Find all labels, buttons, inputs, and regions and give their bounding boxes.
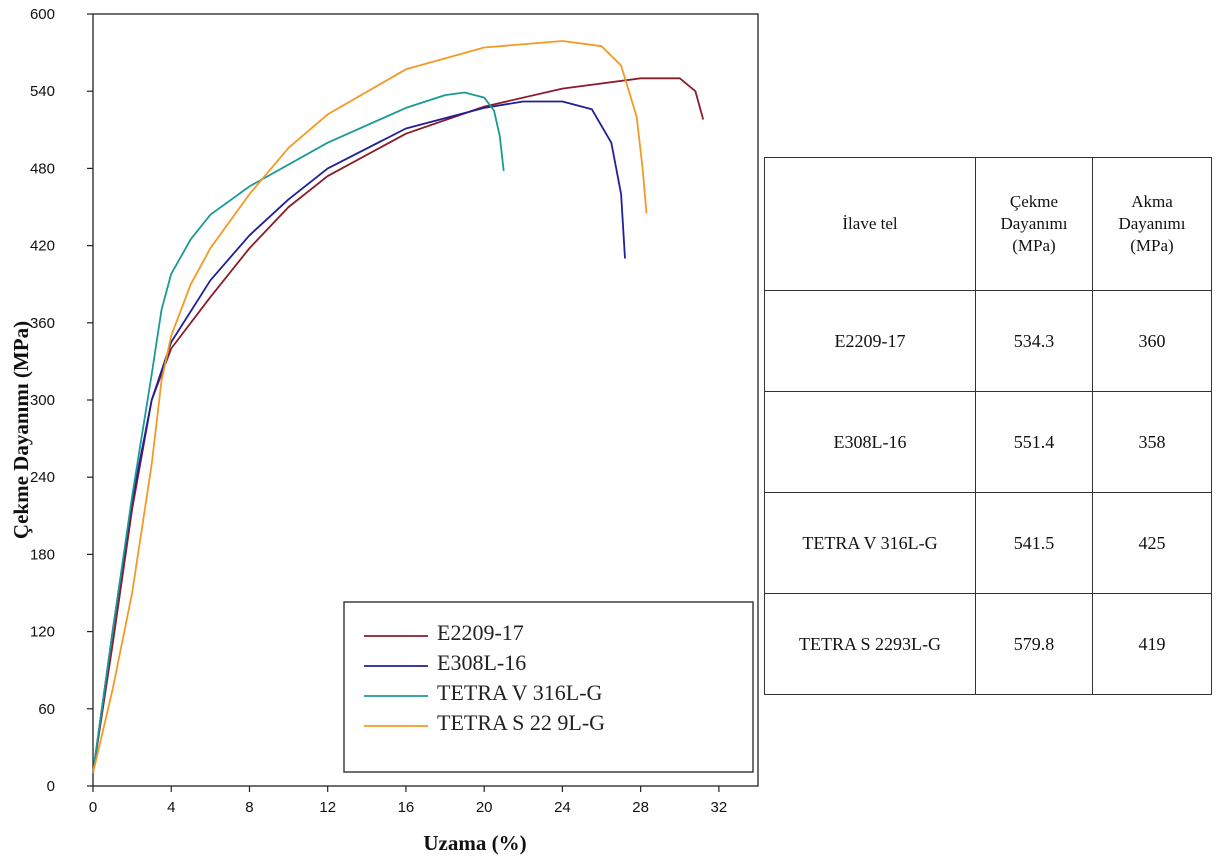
y-tick-label: 180 <box>30 546 55 563</box>
series-line-2 <box>92 100 626 774</box>
cell-tensile-strength: 551.4 <box>975 391 1093 493</box>
y-tick-label: 120 <box>30 624 55 641</box>
series-line-3 <box>92 91 505 774</box>
x-tick-label: 8 <box>245 799 253 816</box>
table-row: TETRA S 2293L-G 579.8 419 <box>764 593 1212 695</box>
cell-filler-wire: E2209-17 <box>764 290 976 392</box>
header-tensile-strength: Çekme Dayanımı (MPa) <box>975 157 1093 291</box>
cell-yield-strength: 358 <box>1092 391 1212 493</box>
results-table: İlave tel Çekme Dayanımı (MPa) Akma Dayanım… <box>764 157 1212 695</box>
x-tick-label: 32 <box>711 799 728 816</box>
y-tick-label: 540 <box>30 83 55 100</box>
x-tick-label: 12 <box>319 799 336 816</box>
tensile-chart: 0 4 8 12 16 20 24 28 32 0 60 120 180 240 300 360 420 480 5… <box>9 6 759 855</box>
legend: E2209-17 E308L-16 TETRA V 316L-G TETRA S 22… <box>343 601 754 773</box>
cell-tensile-strength: 541.5 <box>975 492 1093 594</box>
cell-yield-strength: 360 <box>1092 290 1212 392</box>
legend-label-2: E308L-16 <box>437 650 526 675</box>
y-tick-label: 60 <box>38 701 55 718</box>
y-tick-label: 0 <box>47 778 55 795</box>
header-filler-wire: İlave tel <box>764 157 976 291</box>
x-tick-label: 28 <box>632 799 649 816</box>
legend-box <box>343 601 754 773</box>
series-line-4 <box>92 40 648 774</box>
cell-filler-wire: TETRA S 2293L-G <box>764 593 976 695</box>
x-tick-label: 4 <box>167 799 175 816</box>
x-tick-label: 24 <box>554 799 571 816</box>
legend-label-1: E2209-17 <box>437 620 524 645</box>
cell-tensile-strength: 579.8 <box>975 593 1093 695</box>
x-tick-label: 16 <box>398 799 415 816</box>
y-tick-label: 240 <box>30 469 55 486</box>
table-header-row: İlave tel Çekme Dayanımı (MPa) Akma Dayanım… <box>764 157 1212 291</box>
cell-filler-wire: E308L-16 <box>764 391 976 493</box>
table-row: E308L-16 551.4 358 <box>764 391 1212 493</box>
cell-tensile-strength: 534.3 <box>975 290 1093 392</box>
x-axis-title: Uzama (%) <box>423 831 526 855</box>
cell-yield-strength: 419 <box>1092 593 1212 695</box>
x-tick-label: 20 <box>476 799 493 816</box>
table-row: TETRA V 316L-G 541.5 425 <box>764 492 1212 594</box>
legend-label-3: TETRA V 316L-G <box>437 680 603 705</box>
header-yield-strength: Akma Dayanımı (MPa) <box>1092 157 1212 291</box>
y-tick-label: 480 <box>30 160 55 177</box>
cell-filler-wire: TETRA V 316L-G <box>764 492 976 594</box>
x-tick-label: 0 <box>89 799 97 816</box>
y-axis-title: Çekme Dayanımı (MPa) <box>9 321 33 539</box>
y-tick-label: 600 <box>30 6 55 23</box>
y-tick-label: 300 <box>30 392 55 409</box>
table-row: E2209-17 534.3 360 <box>764 290 1212 392</box>
legend-label-4: TETRA S 22 9L-G <box>437 710 605 735</box>
cell-yield-strength: 425 <box>1092 492 1212 594</box>
y-tick-label: 360 <box>30 315 55 332</box>
y-tick-label: 420 <box>30 238 55 255</box>
